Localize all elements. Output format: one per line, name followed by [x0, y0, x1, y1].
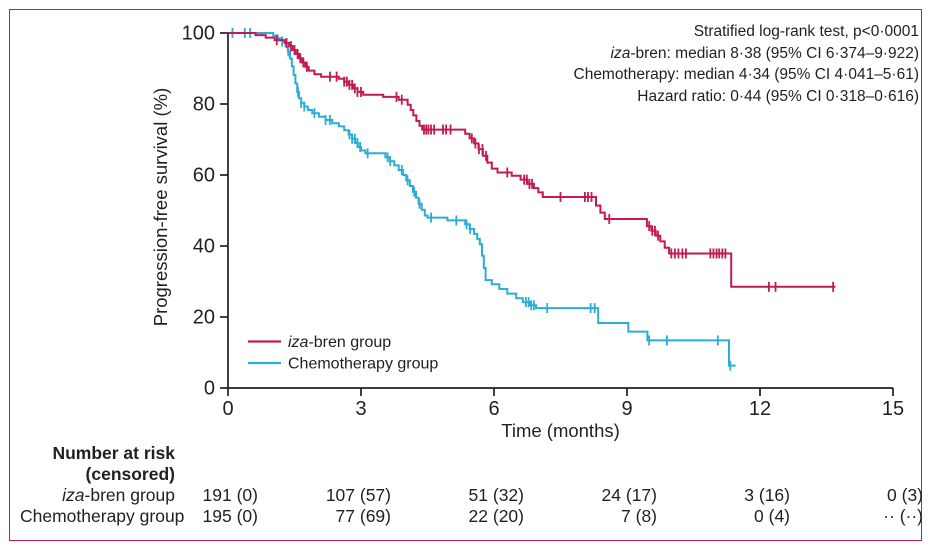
x-tick-label: 0: [222, 398, 233, 420]
iza-bren-curve: [228, 32, 836, 288]
risk-row-label-izabren: iza-bren group: [62, 485, 175, 505]
risk-value: 191 (0): [202, 485, 258, 505]
risk-value: 0 (3): [887, 485, 923, 505]
iza-bren-censor-marks: [275, 35, 835, 292]
risk-table-header: Number at risk: [52, 443, 175, 463]
risk-row-label-chemotherapy: Chemotherapy group: [20, 506, 185, 526]
risk-value: 22 (20): [468, 506, 524, 526]
risk-value: 0 (4): [754, 506, 790, 526]
izabren-median-text: iza-bren: median 8·38 (95% CI 6·374–9·92…: [610, 44, 919, 62]
y-tick-label: 0: [204, 378, 215, 400]
y-tick-label: 80: [193, 94, 215, 116]
hazard-ratio-text: Hazard ratio: 0·44 (95% CI 0·318–0·616): [637, 88, 919, 106]
y-axis-title: Progression-free survival (%): [150, 87, 171, 327]
x-tick-label: 6: [488, 398, 499, 420]
x-tick-label: 15: [882, 398, 904, 420]
axes: [220, 32, 894, 396]
x-tick-label: 3: [355, 398, 366, 420]
y-tick-label: 20: [193, 307, 215, 329]
logrank-test-text: Stratified log-rank test, p<0·0001: [693, 23, 919, 40]
x-tick-label: 12: [749, 398, 771, 420]
risk-value: 24 (17): [601, 485, 657, 505]
legend-label-iza-bren: iza-bren group: [288, 334, 391, 351]
risk-table-subheader: (censored): [85, 464, 175, 484]
x-axis-title: Time (months): [501, 420, 620, 441]
risk-value: ·· (··): [883, 506, 923, 526]
risk-value: 7 (8): [621, 506, 657, 526]
risk-value: 107 (57): [325, 485, 391, 505]
risk-value: 3 (16): [744, 485, 790, 505]
y-tick-label: 100: [182, 23, 215, 45]
risk-value: 195 (0): [202, 506, 258, 526]
y-tick-label: 40: [193, 236, 215, 258]
stats-annotation: Stratified log-rank test, p<0·0001 iza-b…: [574, 21, 920, 108]
legend-label-chemotherapy: Chemotherapy group: [288, 356, 438, 373]
y-tick-label: 60: [193, 165, 215, 187]
x-tick-label: 9: [621, 398, 632, 420]
risk-value: 77 (69): [335, 506, 391, 526]
legend: iza-bren group Chemotherapy group: [248, 334, 438, 373]
risk-value: 51 (32): [468, 485, 524, 505]
chemotherapy-median-text: Chemotherapy: median 4·34 (95% CI 4·041–…: [573, 66, 920, 84]
